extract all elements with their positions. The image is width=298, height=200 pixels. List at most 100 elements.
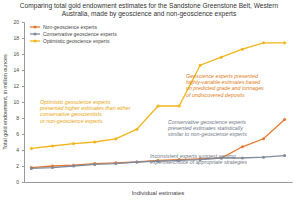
annotation-line: highly-variable estimates based (186, 79, 261, 85)
legend-swatch (30, 26, 40, 27)
series-point (51, 166, 54, 169)
series-point (93, 141, 96, 144)
y-tick: 20 (13, 19, 24, 25)
y-tick-mark (22, 182, 24, 183)
annotation-line: Conservative geoscience experts (168, 119, 246, 125)
annotation-line: expertise/choice of appropriate strategi… (150, 159, 247, 165)
series-point (114, 162, 117, 165)
y-axis: 0 2 4 6 8 10 12 14 16 18 20 (13, 19, 24, 185)
annotations: Geoscience experts presentedhighly-varia… (39, 73, 264, 165)
y-tick-label: 14 (13, 67, 19, 73)
legend-swatch (30, 40, 40, 41)
legend-item: Non-geoscience experts (30, 24, 97, 30)
legend-item: Conservative geoscience experts (30, 31, 117, 37)
legend-marker (34, 40, 37, 43)
legend-label: Conservative geoscience experts (43, 31, 117, 37)
series-point (241, 145, 244, 148)
y-tick-label: 18 (13, 35, 19, 41)
y-tick-label: 4 (16, 147, 19, 153)
annotation-line: of undiscovered deposits (186, 92, 245, 98)
annotation-line: or non-geoscience experts (40, 118, 103, 124)
plot: 02468101214161820Non-geoscience expertsC… (13, 19, 292, 185)
y-tick-mark (22, 166, 24, 167)
y-tick-mark (22, 38, 24, 39)
y-tick: 4 (16, 147, 24, 153)
legend-label: Non-geoscience experts (43, 24, 97, 30)
chart: Comparing total gold endowment estimates… (0, 0, 298, 200)
series-point (93, 162, 96, 165)
y-tick-label: 8 (16, 115, 19, 121)
y-tick: 16 (13, 51, 24, 57)
y-tick-label: 10 (13, 99, 19, 105)
y-tick: 8 (16, 115, 24, 121)
x-axis (25, 182, 293, 184)
annotation: Geoscience experts presentedhighly-varia… (186, 73, 264, 98)
legend-item: Optimistic geoscience experts (30, 38, 110, 44)
annotation-line: presented higher estimates than either (39, 105, 131, 111)
x-axis-line (25, 182, 293, 183)
annotation: Optimistic geoscience expertspresented h… (39, 99, 131, 124)
x-axis-title: Individual estimates (132, 190, 185, 196)
y-tick: 14 (13, 67, 24, 73)
annotation: Inconsistent experts suggest varyingexpe… (150, 153, 247, 165)
annotation-line: on predicted grade and tonnages (186, 85, 264, 91)
series-point (220, 56, 223, 59)
series-point (199, 64, 202, 67)
y-tick: 2 (16, 163, 24, 169)
series-point (135, 161, 138, 164)
y-tick-mark (22, 70, 24, 71)
series (30, 41, 286, 150)
series-point (114, 137, 117, 140)
y-tick-mark (22, 150, 24, 151)
series-point (30, 166, 33, 169)
y-tick-label: 2 (16, 163, 19, 169)
series-point (283, 118, 286, 121)
series-point (241, 48, 244, 51)
series-point (114, 161, 117, 164)
series-point (72, 164, 75, 167)
y-tick-mark (22, 134, 24, 135)
series-point (178, 105, 181, 108)
y-tick-mark (22, 86, 24, 87)
marks (30, 41, 286, 170)
legend-swatch (30, 33, 40, 34)
title: Comparing total gold endowment estimates… (20, 2, 279, 18)
series-line (31, 43, 284, 149)
annotation-line: similar to non-geoscience experts (168, 131, 247, 137)
legend-label: Optimistic geoscience experts (43, 38, 110, 44)
legend-marker (34, 33, 37, 36)
series-point (262, 156, 265, 159)
y-tick: 6 (16, 131, 24, 137)
series-point (157, 105, 160, 108)
y-tick: 0 (16, 179, 24, 185)
y-tick-label: 6 (16, 131, 19, 137)
legend: Non-geoscience expertsConservative geosc… (30, 24, 117, 44)
series-point (30, 147, 33, 150)
y-axis-line (22, 23, 25, 183)
series-point (262, 41, 265, 44)
y-tick-label: 16 (13, 51, 19, 57)
y-tick: 10 (13, 99, 24, 105)
y-axis-title: Total gold endowment, in million ounces (2, 54, 8, 150)
annotation: Conservative geoscience expertspresented… (167, 119, 247, 137)
y-tick-mark (22, 22, 24, 23)
annotation-line: conservative geoscientists (40, 111, 102, 117)
y-tick-label: 20 (13, 19, 19, 25)
legend-marker (34, 26, 37, 29)
y-tick-label: 0 (16, 179, 19, 185)
series-point (72, 142, 75, 145)
annotation-line: presented estimates statistically (167, 125, 243, 131)
y-tick-label: 12 (13, 83, 19, 89)
annotation-line: Optimistic geoscience experts (40, 99, 111, 105)
series-point (262, 137, 265, 140)
series-point (93, 163, 96, 166)
annotation-line: Inconsistent experts suggest varying (150, 153, 236, 159)
series-point (30, 167, 33, 170)
annotation-line: Geoscience experts presented (186, 73, 259, 79)
series-point (283, 41, 286, 44)
y-tick-mark (22, 102, 24, 103)
y-tick: 18 (13, 35, 24, 41)
series-point (135, 128, 138, 131)
series-point (283, 154, 286, 157)
series-point (72, 165, 75, 168)
